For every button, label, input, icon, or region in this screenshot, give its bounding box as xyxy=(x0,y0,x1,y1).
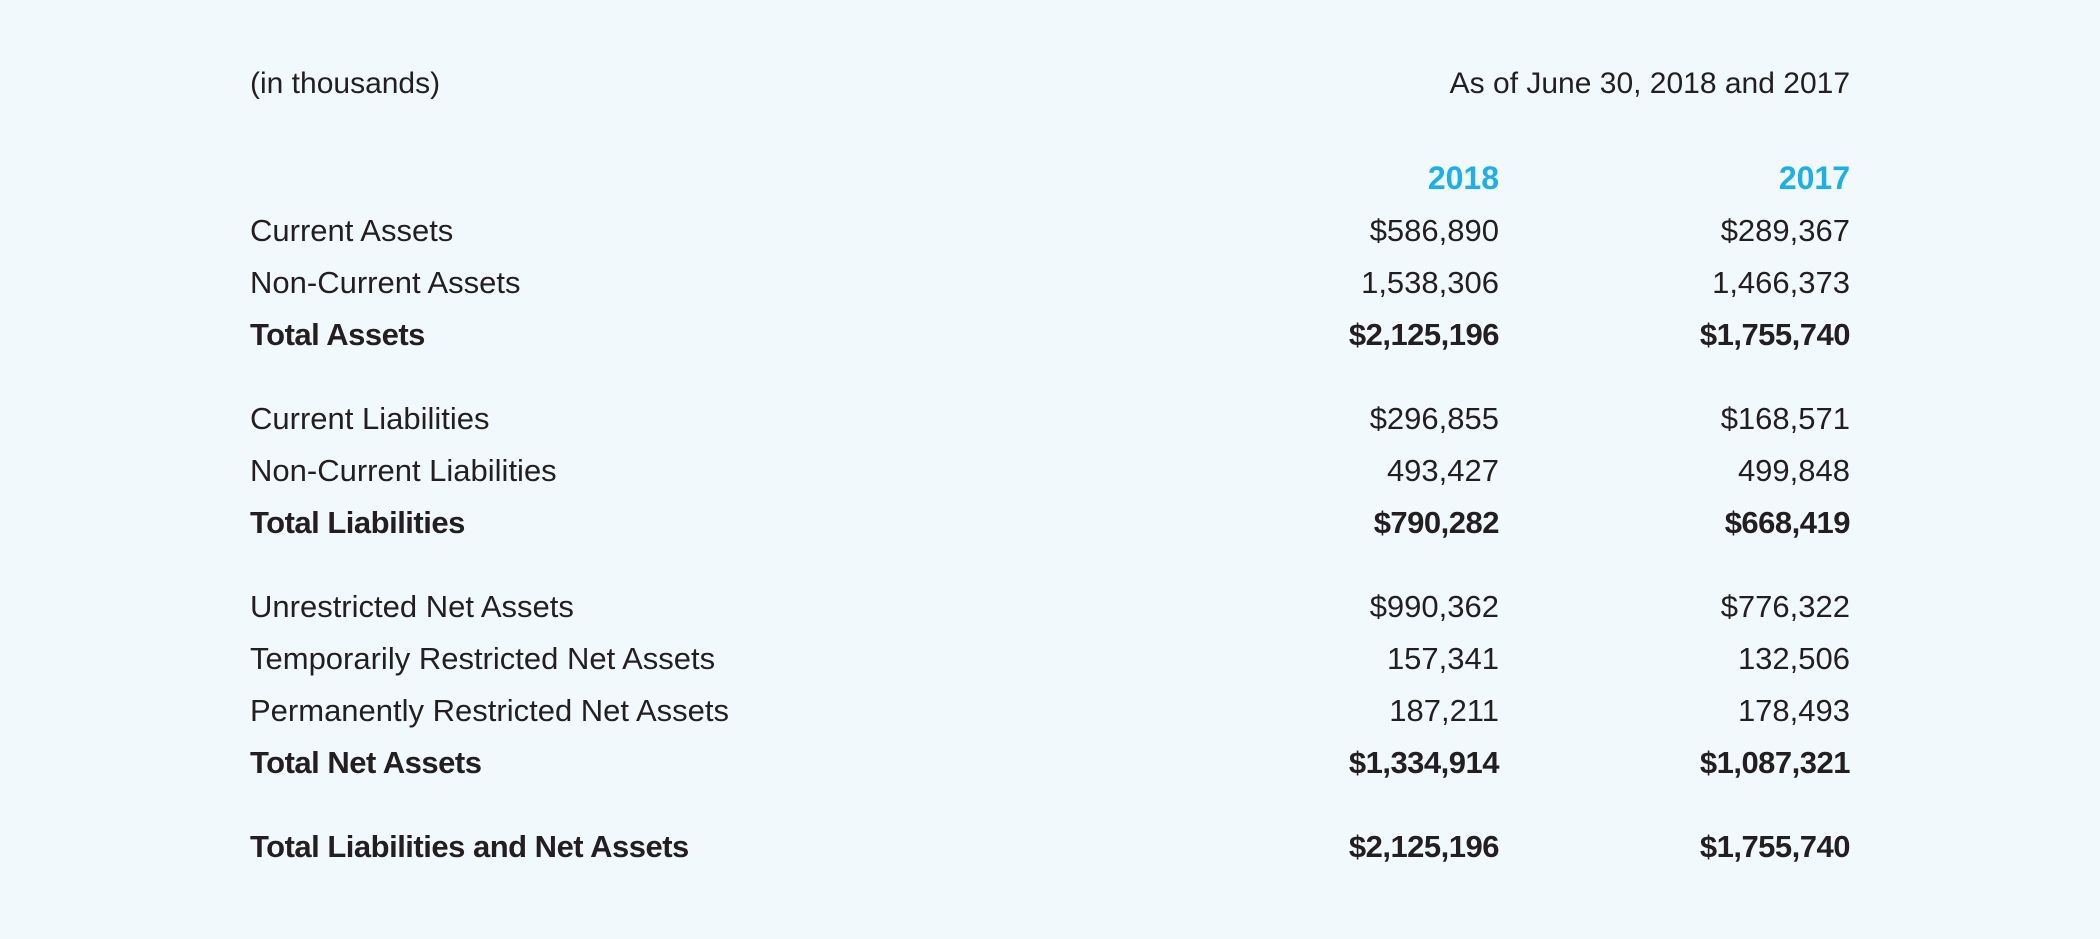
balance-sheet-summary: (in thousands) As of June 30, 2018 and 2… xyxy=(250,0,1851,939)
row-unrestricted-net-assets: Unrestricted Net Assets $990,362 $776,32… xyxy=(250,581,1850,633)
row-label: Total Liabilities xyxy=(250,505,465,540)
column-header-2017: 2017 xyxy=(1778,160,1850,196)
value-2018: 187,211 xyxy=(1389,693,1499,728)
value-2017: $168,571 xyxy=(1720,401,1850,436)
value-2017: 1,466,373 xyxy=(1712,265,1850,300)
row-current-assets: Current Assets $586,890 $289,367 xyxy=(250,205,1850,257)
value-2018: $2,125,196 xyxy=(1348,829,1500,864)
row-label: Permanently Restricted Net Assets xyxy=(250,693,729,728)
value-2018: 493,427 xyxy=(1386,453,1499,488)
value-2018: $586,890 xyxy=(1369,213,1499,248)
value-2018: $790,282 xyxy=(1373,505,1500,540)
row-current-liabilities: Current Liabilities $296,855 $168,571 xyxy=(250,393,1850,445)
value-2017: $668,419 xyxy=(1724,505,1851,540)
row-total-assets: Total Assets $2,125,196 $1,755,740 xyxy=(250,309,1851,361)
value-2018: 1,538,306 xyxy=(1361,265,1499,300)
row-permanently-restricted-net-assets: Permanently Restricted Net Assets 187,21… xyxy=(250,685,1850,737)
value-2018: 157,341 xyxy=(1386,641,1499,676)
value-2018: $990,362 xyxy=(1369,589,1499,624)
value-2018: $2,125,196 xyxy=(1348,317,1500,352)
units-note: (in thousands) xyxy=(250,67,441,100)
row-temporarily-restricted-net-assets: Temporarily Restricted Net Assets 157,34… xyxy=(250,633,1850,685)
row-non-current-liabilities: Non-Current Liabilities 493,427 499,848 xyxy=(250,445,1850,497)
row-label: Temporarily Restricted Net Assets xyxy=(250,641,716,676)
row-label: Total Net Assets xyxy=(250,745,482,780)
row-label: Total Assets xyxy=(250,317,425,352)
column-header-row: 2018 2017 xyxy=(250,152,1850,204)
row-total-net-assets: Total Net Assets $1,334,914 $1,087,321 xyxy=(250,737,1851,789)
row-label: Non-Current Assets xyxy=(250,265,521,300)
row-label: Total Liabilities and Net Assets xyxy=(250,829,689,864)
value-2017: $776,322 xyxy=(1720,589,1850,624)
value-2017: 178,493 xyxy=(1737,693,1850,728)
value-2017: $1,087,321 xyxy=(1699,745,1851,780)
row-total-liabilities-and-net-assets: Total Liabilities and Net Assets $2,125,… xyxy=(250,821,1851,873)
row-total-liabilities: Total Liabilities $790,282 $668,419 xyxy=(250,497,1851,549)
value-2018: $296,855 xyxy=(1369,401,1499,436)
row-label: Non-Current Liabilities xyxy=(250,453,557,488)
row-label: Current Liabilities xyxy=(250,401,490,436)
as-of-date: As of June 30, 2018 and 2017 xyxy=(1449,67,1850,100)
value-2017: 132,506 xyxy=(1737,641,1850,676)
value-2017: $1,755,740 xyxy=(1699,317,1851,352)
column-header-2018: 2018 xyxy=(1427,160,1499,196)
value-2017: 499,848 xyxy=(1737,453,1850,488)
value-2017: $289,367 xyxy=(1720,213,1850,248)
value-2017: $1,755,740 xyxy=(1699,829,1851,864)
value-2018: $1,334,914 xyxy=(1348,745,1500,780)
row-non-current-assets: Non-Current Assets 1,538,306 1,466,373 xyxy=(250,257,1850,309)
row-label: Current Assets xyxy=(250,213,454,248)
row-label: Unrestricted Net Assets xyxy=(250,589,574,624)
